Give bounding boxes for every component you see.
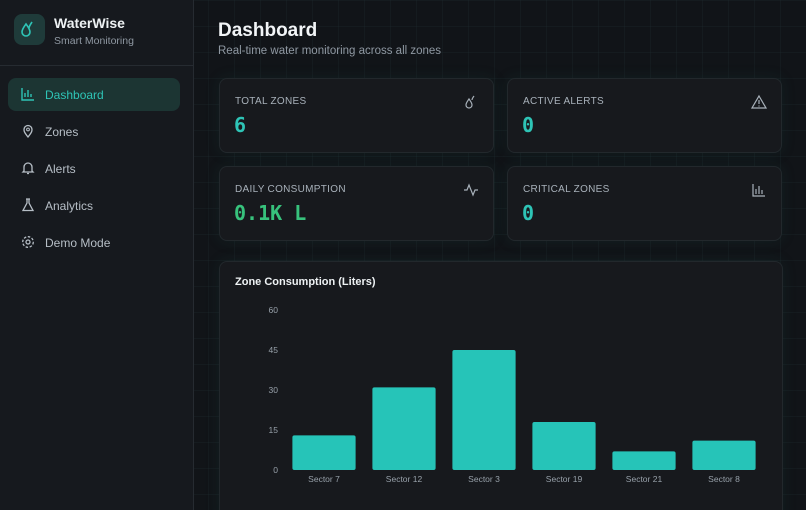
stat-value: 0.1K L <box>234 201 307 225</box>
stat-icon <box>464 183 478 197</box>
page-subtitle: Real-time water monitoring across all zo… <box>218 45 442 57</box>
x-tick-label: Sector 19 <box>546 474 583 484</box>
stat-icon <box>752 184 765 197</box>
page-title: Dashboard <box>218 20 318 41</box>
divider <box>0 65 193 66</box>
stat-card: CRITICAL ZONES 0 <box>507 166 782 241</box>
y-tick-label: 60 <box>269 305 279 315</box>
x-tick-label: Sector 7 <box>308 474 340 484</box>
stat-card: DAILY CONSUMPTION 0.1K L <box>219 166 494 241</box>
y-tick-label: 0 <box>273 465 278 475</box>
nav-item[interactable]: Zones <box>8 115 180 148</box>
chart: Zone Consumption (Liters) 0 15 30 45 60 Secto… <box>235 276 756 484</box>
stat-label: TOTAL ZONES <box>235 96 307 107</box>
nav-label: Demo Mode <box>45 236 111 250</box>
logo-icon <box>21 21 33 37</box>
stat-card: ACTIVE ALERTS 0 <box>507 78 782 153</box>
x-tick-label: Sector 12 <box>386 474 423 484</box>
nav-item[interactable]: Demo Mode <box>8 226 180 259</box>
brand: WaterWise <box>54 15 125 31</box>
stat-value: 6 <box>234 113 247 137</box>
nav-icon <box>21 162 35 175</box>
stat-value: 0 <box>522 201 535 225</box>
nav-label: Dashboard <box>45 88 104 102</box>
x-tick-label: Sector 3 <box>468 474 500 484</box>
nav-label: Zones <box>45 125 79 139</box>
bar <box>692 440 756 470</box>
tagline: Smart Monitoring <box>54 35 134 47</box>
nav-icon <box>21 88 34 101</box>
stat-label: CRITICAL ZONES <box>523 184 610 195</box>
stat-card: TOTAL ZONES 6 <box>219 78 494 153</box>
nav-item[interactable]: Analytics <box>8 189 180 222</box>
chart-title: Zone Consumption (Liters) <box>235 276 376 288</box>
x-tick-label: Sector 21 <box>626 474 663 484</box>
y-tick-label: 45 <box>269 345 279 355</box>
bar <box>532 422 596 470</box>
logo <box>14 14 45 45</box>
bar <box>372 387 436 470</box>
nav-label: Analytics <box>45 199 94 213</box>
sidebar: WaterWise Smart Monitoring Dashboard Zon… <box>0 0 194 510</box>
nav-label: Alerts <box>45 162 76 176</box>
stat-label: DAILY CONSUMPTION <box>235 184 346 195</box>
x-tick-label: Sector 8 <box>708 474 740 484</box>
chart-card: Zone Consumption (Liters) 0 15 30 45 60 Secto… <box>219 261 783 510</box>
bar <box>292 435 356 470</box>
nav-icon <box>22 236 34 248</box>
stat-label: ACTIVE ALERTS <box>523 96 604 107</box>
nav-icon <box>23 124 33 138</box>
stat-icon <box>751 94 767 109</box>
stat-icon <box>465 95 475 109</box>
y-tick-label: 30 <box>269 385 279 395</box>
bar <box>612 451 676 470</box>
bar <box>452 350 516 470</box>
y-tick-label: 15 <box>269 425 279 435</box>
stat-value: 0 <box>522 113 535 137</box>
nav-icon <box>21 198 35 212</box>
nav-item[interactable]: Dashboard <box>8 78 180 111</box>
nav-item[interactable]: Alerts <box>8 152 180 185</box>
